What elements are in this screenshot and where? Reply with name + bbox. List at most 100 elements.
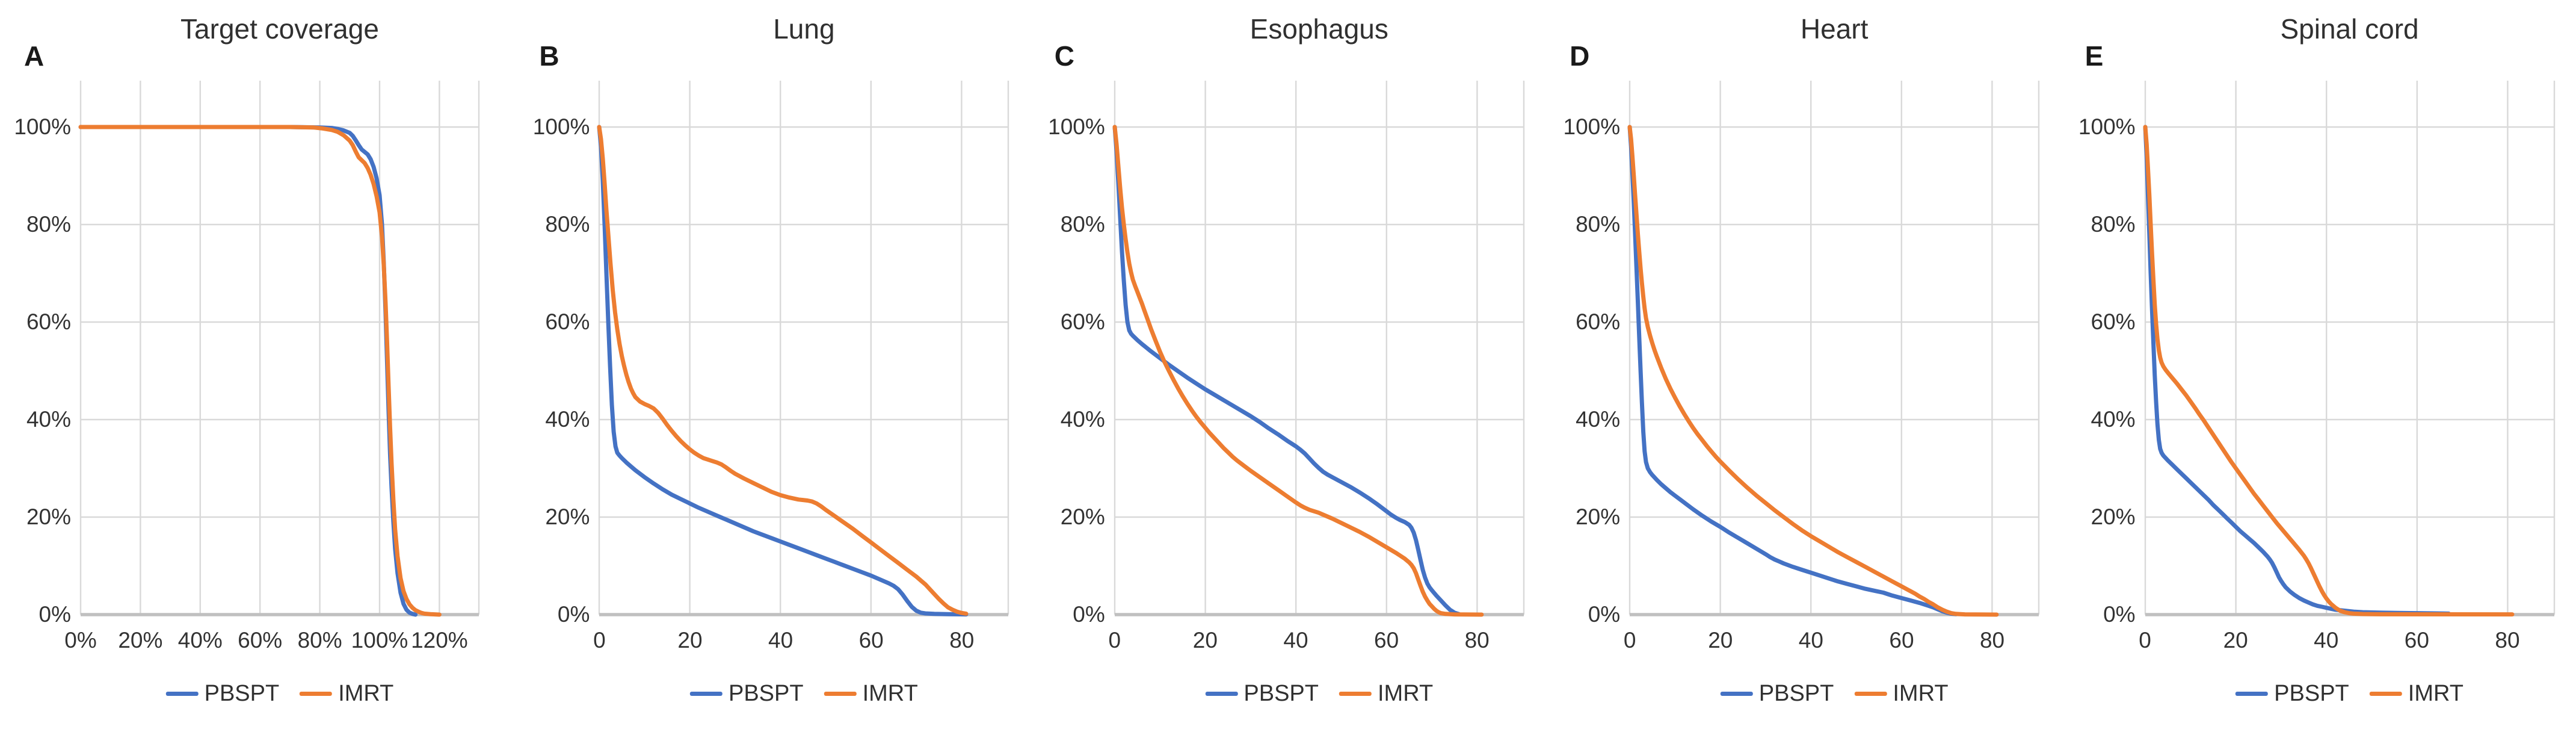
panel-c: Esophagus C 0% 20% 40% 60% 80% 100% 0 20 40 60 80 PBS…: [1031, 0, 1545, 732]
x-tick-label: 80: [949, 628, 975, 653]
legend-line-swatch-pbspt: [2236, 691, 2269, 696]
x-tick-label: 40: [1283, 628, 1308, 653]
legend-item-pbspt: PBSPT: [689, 680, 804, 707]
y-tick-label: 100%: [1048, 114, 1105, 139]
y-tick-label: 60%: [545, 309, 590, 334]
x-tick-label: 20: [677, 628, 703, 653]
x-tick-label: 20%: [118, 628, 163, 653]
y-tick-label: 80%: [26, 212, 71, 237]
x-tick-label: 0%: [64, 628, 97, 653]
y-tick-label: 20%: [2091, 504, 2136, 529]
legend-gap: [279, 693, 300, 694]
y-tick-label: 80%: [1060, 212, 1105, 237]
dvh-chart-c: [1112, 81, 1524, 617]
legend-label-imrt: IMRT: [862, 681, 918, 706]
series-imrt-line: [2143, 125, 2514, 617]
legend-label-pbspt: PBSPT: [728, 681, 804, 706]
x-tick-label: 40: [1798, 628, 1823, 653]
legend: PBSPT IMRT: [1577, 680, 2092, 707]
legend-item-pbspt: PBSPT: [1720, 680, 1834, 707]
panel-a: Target coverage A 0% 20% 40% 60% 80% 100% 0% 20% 4…: [0, 0, 515, 732]
y-tick-label: 0%: [39, 602, 71, 627]
series-pbspt-line: [2143, 125, 2451, 616]
legend-label-pbspt: PBSPT: [204, 681, 280, 706]
legend-line-swatch-pbspt: [165, 691, 199, 696]
dvh-chart-a: [78, 81, 480, 617]
series-pbspt-line: [597, 125, 969, 617]
panel-letter: B: [539, 40, 559, 72]
x-tick-label: 60: [2404, 628, 2429, 653]
y-tick-label: 60%: [2091, 309, 2136, 334]
y-tick-label: 80%: [545, 212, 590, 237]
y-tick-label: 60%: [1576, 309, 1621, 334]
series-pbspt-line: [1627, 125, 1958, 616]
x-tick-label: 20: [1708, 628, 1733, 653]
legend-line-swatch-pbspt: [1205, 691, 1238, 696]
legend-item-imrt: IMRT: [2369, 680, 2464, 707]
legend-item-imrt: IMRT: [824, 680, 918, 707]
y-tick-label: 20%: [1060, 504, 1105, 529]
series-pbspt-line: [78, 125, 418, 617]
y-tick-label: 40%: [1060, 407, 1105, 432]
x-tick-label: 100%: [351, 628, 408, 653]
y-tick-label: 40%: [545, 407, 590, 432]
y-tick-label: 20%: [545, 504, 590, 529]
x-tick-label: 60: [1374, 628, 1399, 653]
legend-gap: [1319, 693, 1339, 694]
legend-item-pbspt: PBSPT: [2236, 680, 2349, 707]
legend-label-pbspt: PBSPT: [1758, 681, 1834, 706]
panel-letter: C: [1054, 40, 1075, 72]
x-tick-label: 40: [2314, 628, 2339, 653]
y-tick-label: 100%: [2078, 114, 2136, 139]
legend: PBSPT IMRT: [546, 680, 1061, 707]
y-tick-label: 0%: [557, 602, 590, 627]
y-tick-label: 40%: [2091, 407, 2136, 432]
x-tick-label: 60: [858, 628, 884, 653]
panel-letter: E: [2085, 40, 2104, 72]
x-tick-label: 0: [2139, 628, 2151, 653]
legend-line-swatch-pbspt: [689, 691, 723, 696]
y-tick-label: 0%: [1588, 602, 1621, 627]
x-tick-label: 40: [768, 628, 793, 653]
x-tick-label: 120%: [411, 628, 468, 653]
x-tick-label: 80: [2495, 628, 2520, 653]
y-tick-label: 80%: [1576, 212, 1621, 237]
series-imrt-line: [597, 125, 969, 616]
legend: PBSPT IMRT: [1062, 680, 1577, 707]
legend-item-imrt: IMRT: [1854, 680, 1949, 707]
dvh-chart-e: [2143, 81, 2555, 617]
series-imrt-line: [1627, 125, 1999, 617]
x-tick-label: 80%: [297, 628, 342, 653]
legend-gap: [804, 693, 824, 694]
panel-b: Lung B 0% 20% 40% 60% 80% 100% 0 20 40 60 80 PBSPT IMR…: [515, 0, 1030, 732]
legend-line-swatch-imrt: [1339, 691, 1372, 696]
y-tick-label: 20%: [26, 504, 71, 529]
y-tick-label: 0%: [1073, 602, 1105, 627]
panel-d: Heart D 0% 20% 40% 60% 80% 100% 0 20 40 60 80 PBSPT IM…: [1545, 0, 2060, 732]
legend-label-pbspt: PBSPT: [2274, 681, 2349, 706]
x-tick-label: 0: [593, 628, 606, 653]
legend-gap: [2349, 693, 2370, 694]
dvh-chart-d: [1627, 81, 2040, 617]
x-tick-label: 40%: [177, 628, 223, 653]
panel-letter: D: [1570, 40, 1590, 72]
legend-item-imrt: IMRT: [1339, 680, 1433, 707]
y-tick-label: 20%: [1576, 504, 1621, 529]
series-imrt-line: [1112, 125, 1484, 617]
panel-title: Spinal cord: [2280, 13, 2419, 45]
legend: PBSPT IMRT: [2092, 680, 2576, 707]
y-tick-label: 40%: [26, 407, 71, 432]
y-tick-label: 60%: [26, 309, 71, 334]
legend-label-imrt: IMRT: [1893, 681, 1949, 706]
x-tick-label: 0: [1623, 628, 1636, 653]
panel-letter: A: [24, 40, 45, 72]
y-tick-label: 100%: [532, 114, 590, 139]
legend-item-pbspt: PBSPT: [165, 680, 280, 707]
legend-line-swatch-imrt: [824, 691, 857, 696]
x-tick-label: 80: [1979, 628, 2005, 653]
panel-title: Esophagus: [1249, 13, 1388, 45]
legend-label-imrt: IMRT: [2408, 681, 2464, 706]
x-tick-label: 60: [1889, 628, 1914, 653]
legend: PBSPT IMRT: [22, 680, 537, 707]
